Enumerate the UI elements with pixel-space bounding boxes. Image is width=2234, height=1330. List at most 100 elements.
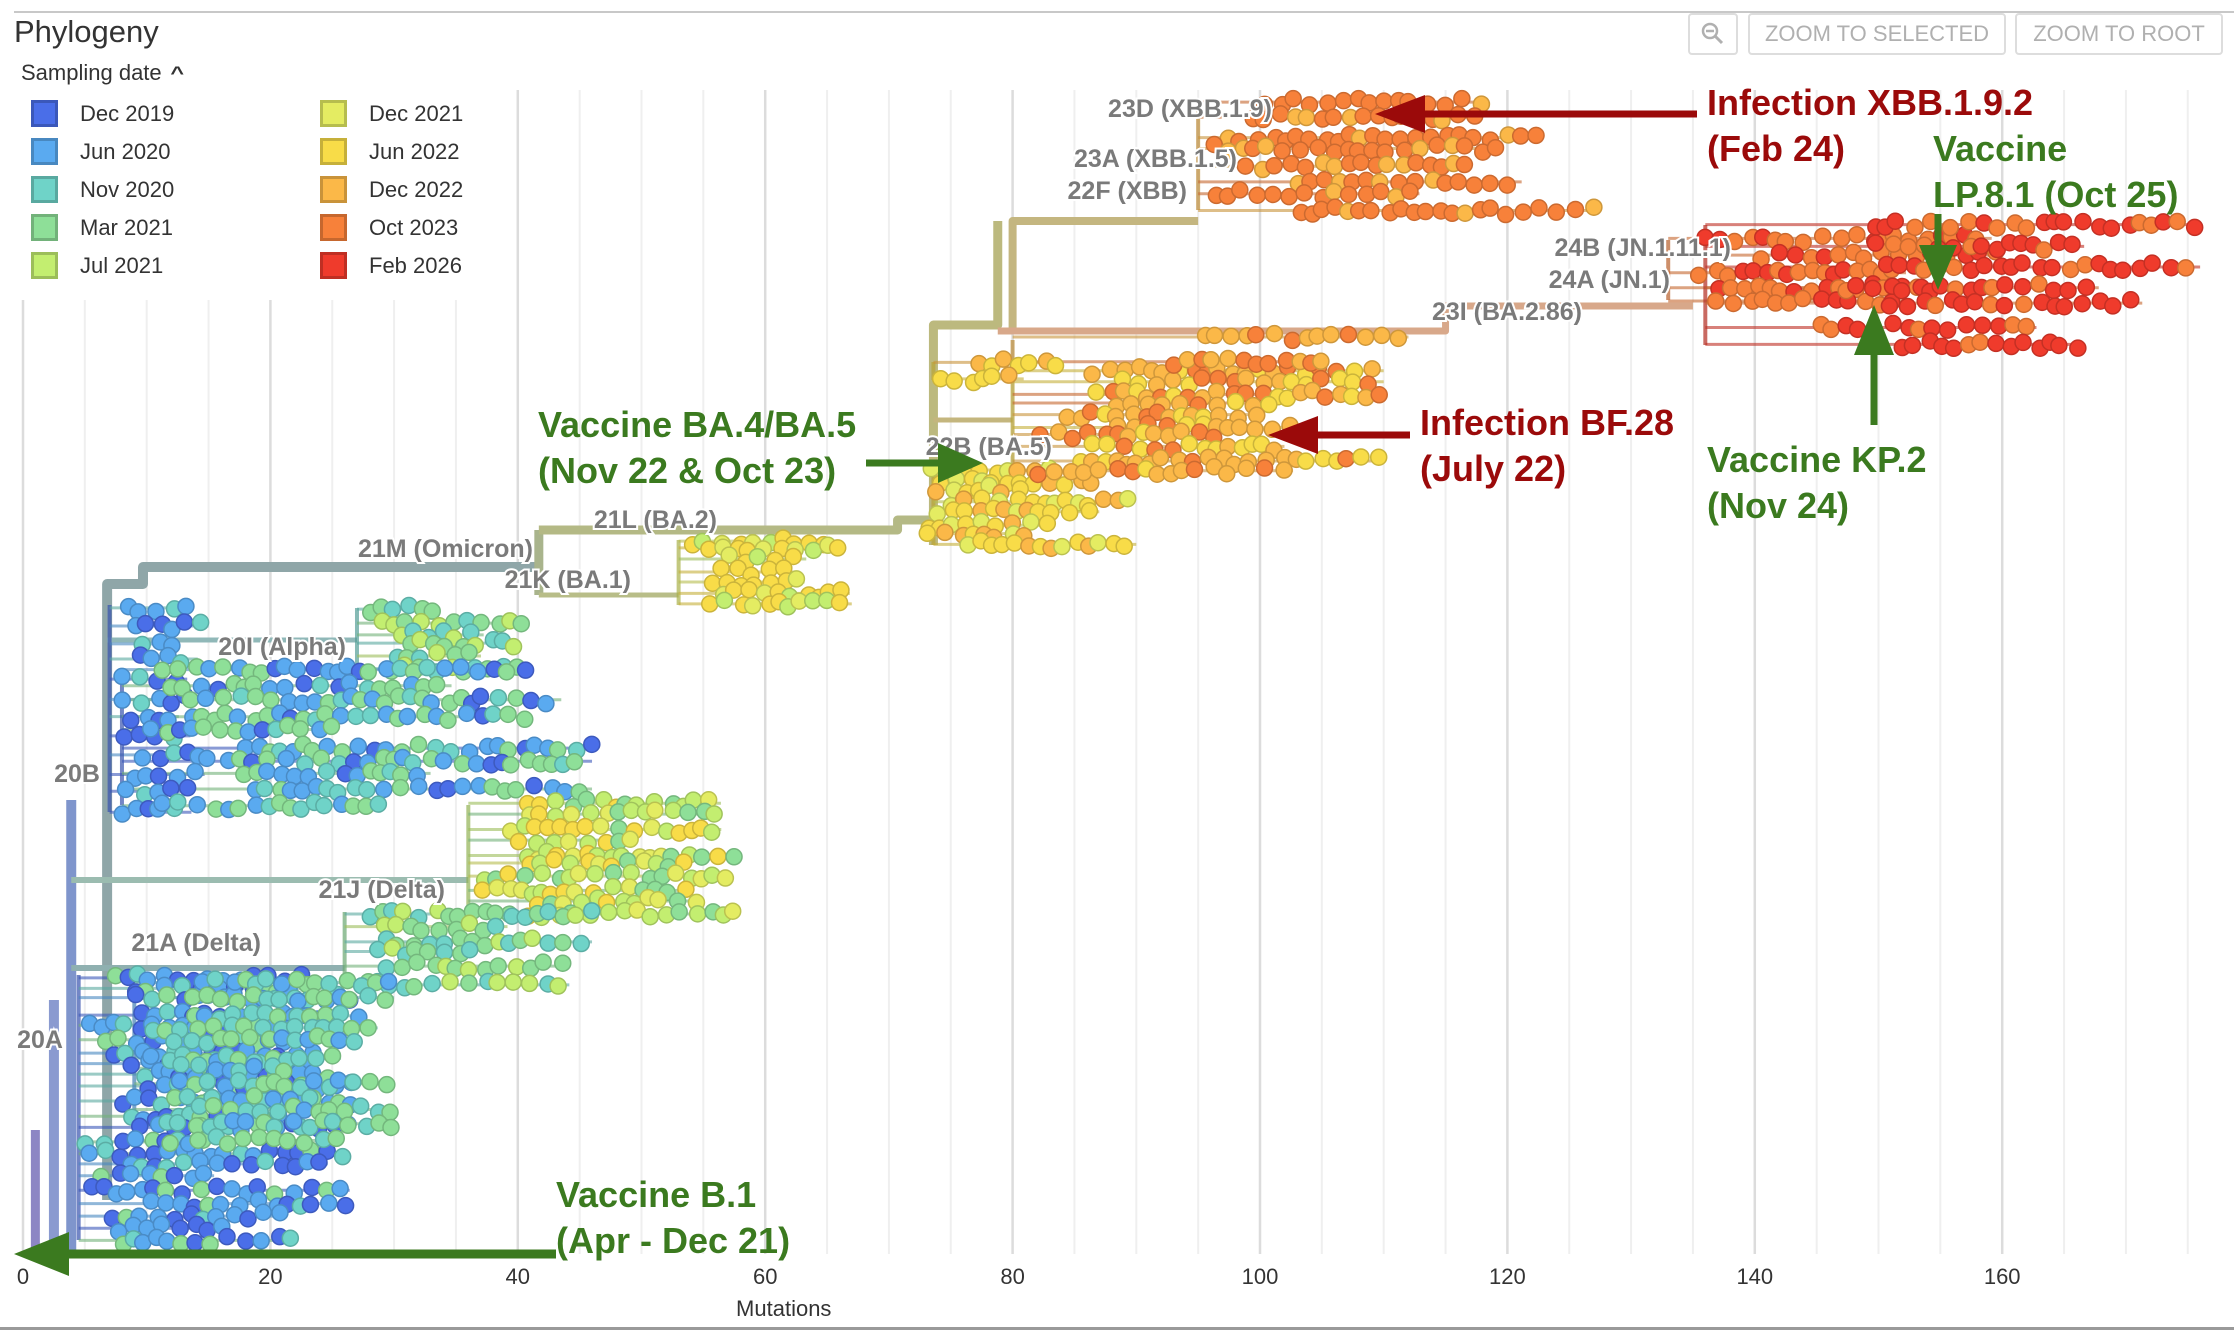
tip-node xyxy=(504,973,522,991)
tip-node xyxy=(583,902,601,920)
tip-node xyxy=(317,762,336,781)
legend-item[interactable]: Nov 2020 xyxy=(31,176,174,203)
legend-swatch xyxy=(31,252,58,279)
tip-node xyxy=(1416,202,1435,221)
clade-label: 22F (XBB) xyxy=(1068,177,1187,205)
legend-swatch xyxy=(31,176,58,203)
annotation-infection-bf28: Infection BF.28 (July 22) xyxy=(1420,400,1674,492)
tip-node xyxy=(1456,204,1474,222)
tip-node xyxy=(142,1192,160,1210)
tip-node xyxy=(239,1210,257,1228)
tip-node xyxy=(1527,126,1545,145)
tree-branch xyxy=(928,221,1003,545)
tip-node xyxy=(497,663,516,681)
tip-node xyxy=(439,711,457,730)
tip-node xyxy=(1941,218,1960,237)
tip-node xyxy=(376,991,395,1009)
tip-node xyxy=(1178,351,1197,369)
zoom-to-root-button[interactable]: ZOOM TO ROOT xyxy=(2015,13,2223,55)
tip-node xyxy=(1115,537,1133,555)
tip-node xyxy=(169,793,187,811)
tip-node xyxy=(525,776,543,795)
clade-label: 21M (Omicron) xyxy=(358,535,533,563)
tip-node xyxy=(113,691,131,709)
tip-node xyxy=(315,989,334,1007)
tip-node xyxy=(320,1194,338,1212)
tip-node xyxy=(186,1234,204,1252)
tip-node xyxy=(336,1196,355,1215)
tip-node xyxy=(1271,105,1290,123)
tip-node xyxy=(269,1103,287,1121)
legend-item[interactable]: Mar 2021 xyxy=(31,214,173,241)
x-axis: 0 20 40 60 80 100 120 140 160 Mutations xyxy=(17,1264,2021,1321)
tip-node xyxy=(270,990,288,1009)
legend-toggle[interactable]: Sampling date ^ xyxy=(21,60,184,86)
arrow-head-icon xyxy=(14,1232,69,1276)
tip-node xyxy=(290,1049,308,1068)
tip-node xyxy=(554,933,572,952)
tip-node xyxy=(720,546,738,564)
tip-node xyxy=(599,903,618,922)
tip-node xyxy=(622,863,640,882)
tip-node xyxy=(1770,243,1789,262)
legend-item[interactable]: Dec 2019 xyxy=(31,100,174,127)
tip-node xyxy=(1237,369,1255,388)
tip-node xyxy=(1547,203,1566,221)
tip-node xyxy=(1316,388,1334,406)
tip-node xyxy=(173,679,191,697)
tip-node xyxy=(1053,537,1071,556)
tip-node xyxy=(499,705,517,724)
tip-node xyxy=(295,1134,313,1152)
tip-node xyxy=(700,595,719,613)
tip-node xyxy=(1890,256,1908,274)
tip-node xyxy=(1029,465,1047,484)
tip-node xyxy=(1217,464,1236,483)
legend-label: Oct 2023 xyxy=(369,214,459,240)
tip-node xyxy=(1847,276,1865,295)
tip-node xyxy=(359,986,377,1005)
tip-node xyxy=(471,687,490,706)
tip-node xyxy=(1987,334,2005,353)
tip-node xyxy=(329,1071,348,1090)
legend-item[interactable]: Jul 2021 xyxy=(31,252,163,279)
legend-item[interactable]: Feb 2026 xyxy=(320,252,462,279)
tip-node xyxy=(1996,276,2014,294)
tip-node xyxy=(715,591,734,610)
tip-node xyxy=(115,728,133,746)
tip-node xyxy=(1407,154,1425,172)
tip-node xyxy=(198,749,216,768)
tip-node xyxy=(1377,155,1396,174)
tip-node xyxy=(2014,277,2032,296)
tip-node xyxy=(918,524,937,543)
tip-node xyxy=(1813,290,1831,308)
tip-node xyxy=(507,689,526,707)
tip-node xyxy=(1793,289,1812,308)
clade-label: 20A xyxy=(17,1026,63,1054)
zoom-to-selected-button[interactable]: ZOOM TO SELECTED xyxy=(1748,13,2006,55)
tip-node xyxy=(539,934,557,952)
tip-node xyxy=(534,953,552,971)
legend-item[interactable]: Jun 2022 xyxy=(320,138,460,165)
legend-item[interactable]: Dec 2022 xyxy=(320,176,463,203)
tip-node xyxy=(288,660,306,679)
legend-label: Mar 2021 xyxy=(80,214,173,240)
arrow-head-icon xyxy=(1375,95,1425,133)
tip-node xyxy=(1045,463,1063,481)
tip-node xyxy=(379,972,398,991)
legend-item[interactable]: Oct 2023 xyxy=(320,214,458,241)
tip-node xyxy=(1185,460,1204,479)
clade-label: 21J (Delta) xyxy=(319,876,445,904)
tip-node xyxy=(702,823,721,841)
tip-node xyxy=(347,707,365,726)
tip-node xyxy=(327,1129,345,1148)
legend-item[interactable]: Dec 2021 xyxy=(320,100,463,127)
tip-node xyxy=(1058,408,1076,427)
zoom-out-button[interactable] xyxy=(1688,13,1738,55)
tip-node xyxy=(1312,369,1330,388)
tip-node xyxy=(1060,503,1079,522)
tip-node xyxy=(142,649,160,668)
tip-node xyxy=(1254,110,1272,129)
legend-item[interactable]: Jun 2020 xyxy=(31,138,171,165)
tip-node xyxy=(214,688,233,707)
